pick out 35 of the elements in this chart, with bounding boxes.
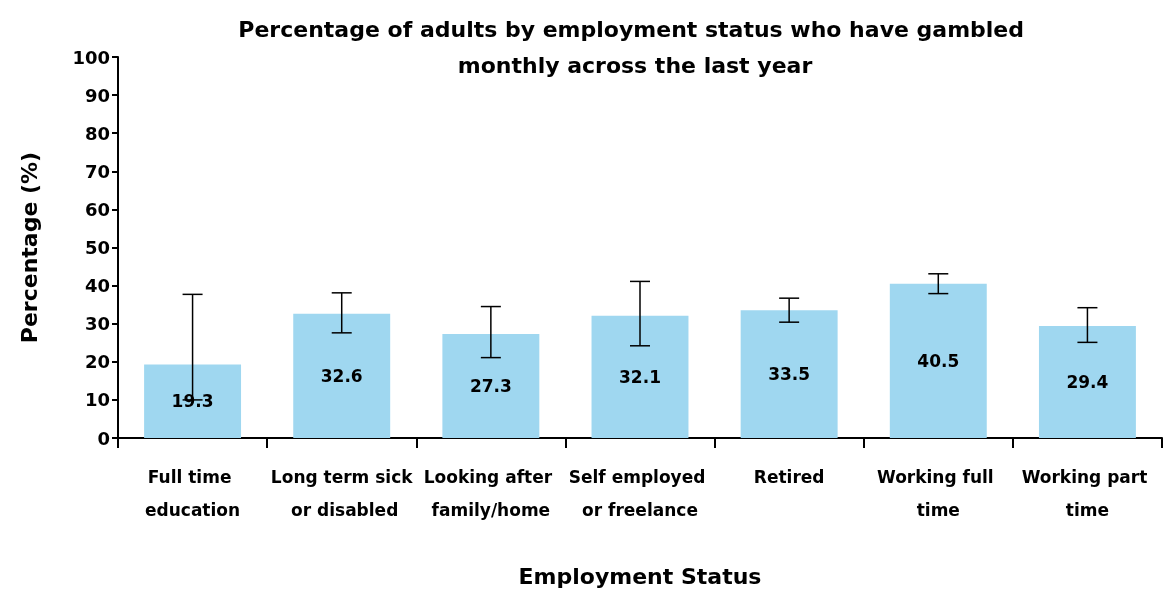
y-tick-label: 90	[84, 84, 110, 106]
y-tick-label: 20	[84, 351, 110, 373]
bar	[740, 310, 838, 438]
y-tick-label: 70	[84, 160, 110, 182]
y-tick-label: 0	[97, 427, 110, 449]
x-tick-label: Working full time	[876, 466, 1000, 520]
y-tick-label: 10	[84, 389, 110, 411]
bar	[591, 315, 689, 438]
bar	[144, 364, 242, 438]
data-label: 29.4	[1066, 371, 1109, 392]
x-tick-label: Long term sick or disabled	[270, 466, 414, 520]
y-tick-label: 40	[84, 275, 110, 297]
data-label: 33.5	[768, 364, 811, 385]
x-tick-label: Retired	[753, 466, 825, 487]
data-label: 40.5	[917, 350, 960, 371]
x-tick-label: Working part time	[1021, 466, 1154, 520]
y-axis-title: Percentage (%)	[16, 151, 42, 344]
data-label: 32.6	[320, 365, 363, 386]
bar	[1038, 325, 1136, 438]
y-tick-label: 100	[72, 46, 110, 68]
data-label: 32.1	[619, 366, 661, 387]
chart-title: Percentage of adults by employment status who have gambled monthly across the last year	[238, 16, 1032, 78]
data-label: 19.3	[171, 391, 214, 412]
y-tick-label: 30	[84, 313, 110, 335]
x-tick-label: Self employed or freelance	[568, 466, 712, 520]
y-tick-label: 80	[84, 122, 110, 144]
y-tick-label: 50	[84, 237, 110, 258]
x-tick-label: Full time education	[145, 466, 241, 520]
x-axis-title: Employment Status	[518, 563, 762, 589]
x-tick-label: Looking after family/home	[423, 466, 559, 520]
bar	[293, 313, 391, 438]
bar	[442, 333, 540, 438]
data-label: 27.3	[469, 375, 512, 396]
y-tick-label: 60	[84, 198, 110, 220]
bar	[889, 283, 987, 438]
